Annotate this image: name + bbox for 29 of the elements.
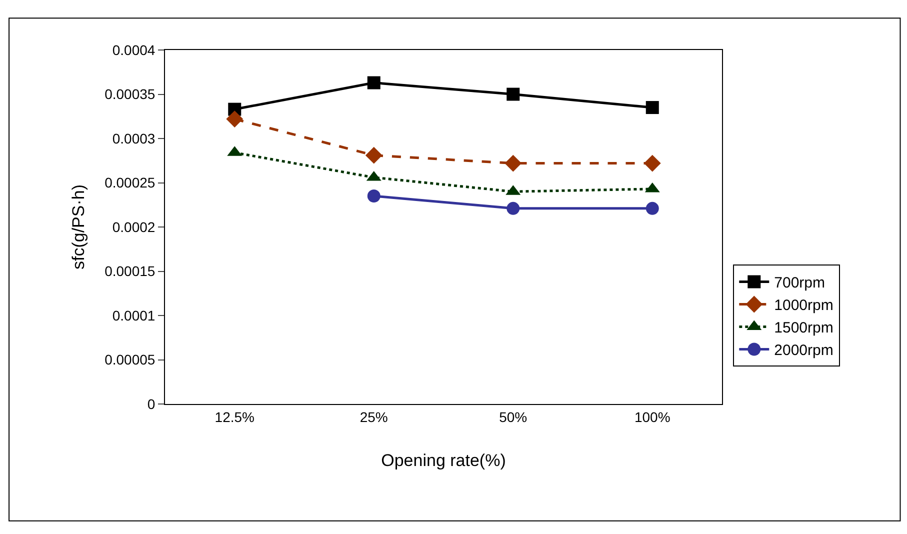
y-tick-label: 0.0001 (112, 307, 156, 324)
y-tick-label: 0.0002 (112, 218, 156, 235)
y-axis-title: sfc(g/PS·h) (69, 184, 88, 270)
x-axis-title: Opening rate(%) (381, 451, 506, 470)
y-tick-label: 0 (147, 396, 156, 412)
point (646, 202, 659, 215)
point (506, 202, 520, 215)
x-tick-label: 100% (634, 408, 670, 425)
point (367, 190, 380, 203)
point (506, 88, 520, 101)
point (646, 101, 659, 114)
legend-label: 700rpm (774, 274, 825, 292)
y-tick-label: 0.00025 (104, 174, 156, 191)
y-tick-label: 0.00005 (104, 352, 156, 368)
point (365, 146, 382, 164)
legend-label: 2000rpm (774, 342, 834, 360)
point (644, 154, 661, 172)
x-tick-label: 12.5% (214, 408, 254, 425)
y-tick-label: 0.00035 (104, 86, 156, 102)
point (367, 76, 380, 90)
legend-label: 1500rpm (774, 320, 834, 337)
y-tick-label: 0.00015 (104, 263, 156, 280)
y-tick-label: 0.0004 (112, 42, 156, 58)
y-tick-label: 0.0003 (112, 130, 156, 146)
legend-label: 1000rpm (774, 297, 834, 314)
point (226, 110, 244, 128)
point (504, 154, 522, 172)
x-tick-label: 50% (499, 408, 528, 425)
x-tick-label: 25% (360, 408, 388, 425)
